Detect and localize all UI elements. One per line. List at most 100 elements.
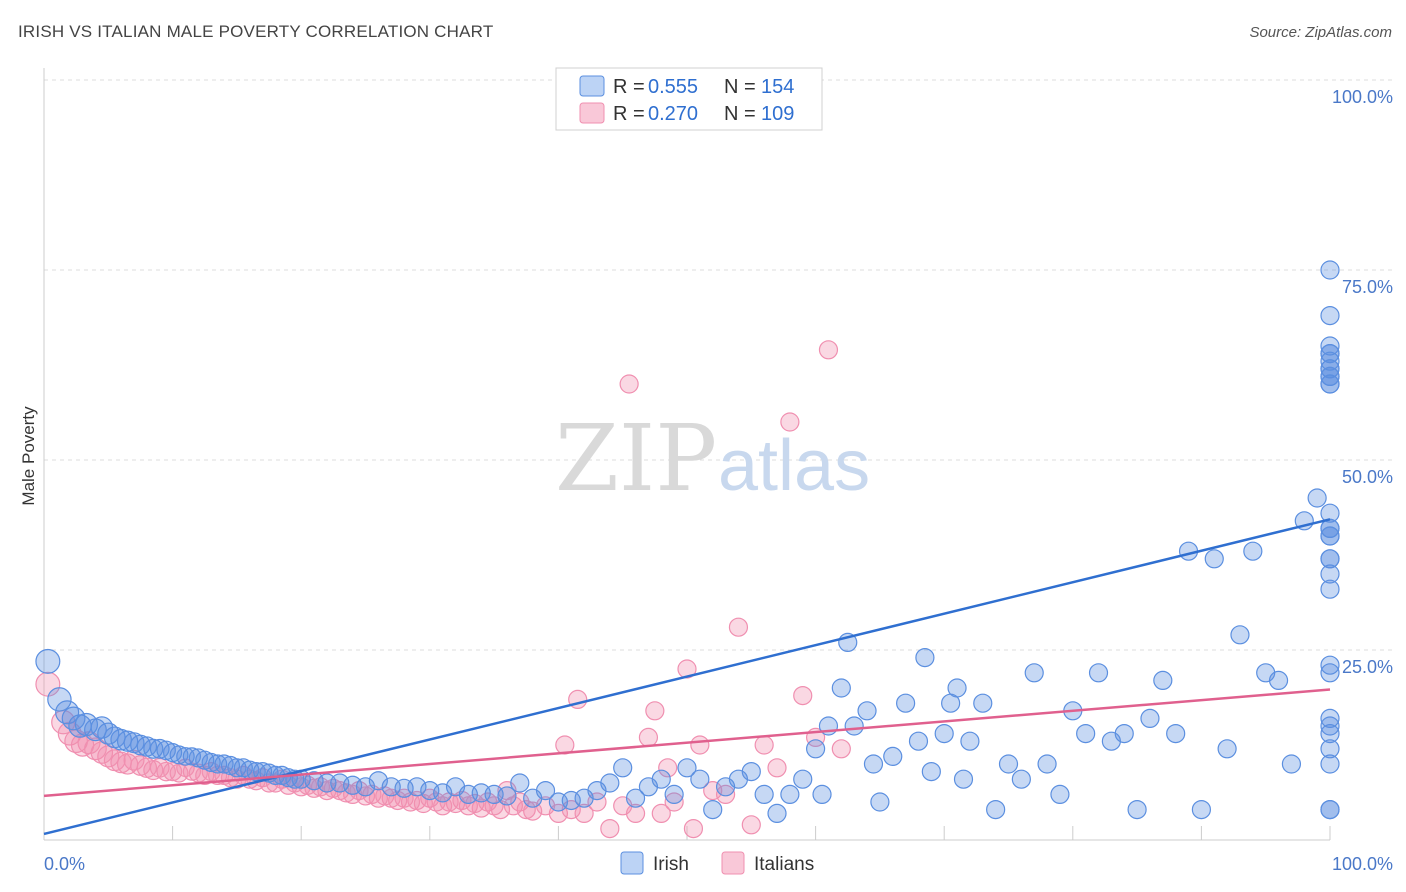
irish-point-3 <box>61 706 86 731</box>
x-tick-labels: 0.0% 100.0% <box>44 854 1393 874</box>
irish-point-0 <box>35 648 61 674</box>
irish-point-85 <box>863 754 884 774</box>
italians-point-89 <box>658 758 678 778</box>
irish-point-84 <box>857 701 877 721</box>
irish-point-149 <box>1320 564 1340 584</box>
irish-point-139 <box>1320 579 1340 599</box>
irish-point-110 <box>1140 708 1160 729</box>
italians-point-103 <box>818 340 839 360</box>
italians-trend-line <box>43 688 1331 798</box>
irish-point-26 <box>214 754 234 774</box>
irish-point-125 <box>1320 708 1340 729</box>
irish-point-121 <box>1281 754 1302 774</box>
italians-point-92 <box>683 818 704 839</box>
irish-point-88 <box>896 693 916 713</box>
irish-point-129 <box>1320 306 1340 326</box>
irish-point-103 <box>1050 784 1070 805</box>
irish-point-57 <box>535 780 556 801</box>
italians-point-85 <box>625 803 646 824</box>
irish-point-136 <box>1320 503 1340 523</box>
legend-italians-n-value: 109 <box>761 103 794 125</box>
legend-irish-n-label: N = <box>724 76 756 98</box>
italians-point-81 <box>587 792 607 812</box>
irish-point-79 <box>812 784 832 805</box>
irish-point-75 <box>767 803 787 824</box>
irish-point-11 <box>116 730 139 752</box>
irish-point-137 <box>1320 351 1340 371</box>
italians-point-99 <box>767 758 787 778</box>
irish-point-128 <box>1320 526 1340 546</box>
irish-point-141 <box>1320 723 1340 744</box>
irish-point-47 <box>407 777 427 797</box>
irish-point-108 <box>1114 723 1134 744</box>
irish-point-109 <box>1127 799 1147 820</box>
legend-italians-n-label: N = <box>724 103 756 125</box>
irish-point-8 <box>97 722 120 745</box>
irish-point-76 <box>780 784 800 805</box>
irish-point-92 <box>934 723 954 744</box>
chart-title: IRISH VS ITALIAN MALE POVERTY CORRELATIO… <box>18 22 494 41</box>
italians-point-100 <box>780 412 800 432</box>
irish-point-123 <box>1307 488 1327 508</box>
irish-point-62 <box>600 773 620 793</box>
trend-lines <box>43 518 1331 836</box>
irish-point-67 <box>664 784 684 805</box>
irish-points <box>35 260 1340 824</box>
italians-point-88 <box>651 803 671 824</box>
irish-point-96 <box>960 731 980 751</box>
italians-point-12 <box>123 749 145 771</box>
irish-point-97 <box>973 693 993 713</box>
italians-point-98 <box>754 735 774 755</box>
italians-point-101 <box>793 685 813 706</box>
bottom-legend-irish-swatch <box>620 851 644 875</box>
italians-point-93 <box>690 735 710 755</box>
irish-point-101 <box>1024 663 1044 683</box>
watermark: ZIP atlas <box>555 405 870 512</box>
irish-point-91 <box>921 761 941 782</box>
irish-point-143 <box>1320 336 1340 356</box>
legend-italians-r-value: 0.270 <box>648 103 698 125</box>
legend: R = 0.555 N = 154 R = 0.270 N = 109 <box>555 67 823 131</box>
irish-point-94 <box>947 678 967 698</box>
irish-point-83 <box>844 716 864 736</box>
irish-trend-line <box>43 518 1331 836</box>
italians-point-97 <box>741 815 761 835</box>
irish-point-99 <box>998 754 1019 774</box>
irish-point-66 <box>651 769 671 789</box>
italians-point-76 <box>548 803 569 824</box>
irish-point-105 <box>1076 723 1096 744</box>
italians-point-80 <box>574 803 594 824</box>
irish-point-100 <box>1011 769 1031 789</box>
irish-point-102 <box>1037 754 1057 774</box>
bottom-legend-italians-swatch <box>721 851 745 875</box>
irish-point-145 <box>1320 359 1340 379</box>
irish-point-118 <box>1243 541 1263 561</box>
y-tick-label-1: 50.0% <box>1342 467 1393 487</box>
x-tick-label-1: 100.0% <box>1332 854 1393 874</box>
irish-point-147 <box>1320 754 1340 774</box>
irish-point-90 <box>915 647 935 668</box>
italians-point-104 <box>831 739 851 759</box>
irish-point-152 <box>1320 739 1340 759</box>
irish-point-78 <box>805 739 826 759</box>
italians-point-84 <box>619 374 639 394</box>
watermark-atlas: atlas <box>718 426 870 506</box>
watermark-zip: ZIP <box>555 405 717 512</box>
irish-point-114 <box>1191 799 1212 820</box>
legend-italians-r-label: R = <box>613 103 645 125</box>
legend-italians-swatch <box>579 102 605 124</box>
irish-point-131 <box>1320 374 1340 394</box>
irish-point-95 <box>953 769 974 789</box>
irish-point-54 <box>497 786 517 806</box>
gridlines <box>44 79 1392 651</box>
y-tick-label-3: 100.0% <box>1332 87 1393 107</box>
irish-point-133 <box>1320 260 1340 280</box>
irish-point-74 <box>754 784 774 805</box>
irish-point-10 <box>110 728 132 751</box>
irish-point-153 <box>1320 799 1340 820</box>
bottom-legend: Irish Italians <box>620 851 814 875</box>
irish-point-81 <box>831 678 851 698</box>
irish-point-111 <box>1153 670 1173 691</box>
irish-point-117 <box>1230 625 1250 645</box>
legend-irish-swatch <box>579 75 605 97</box>
